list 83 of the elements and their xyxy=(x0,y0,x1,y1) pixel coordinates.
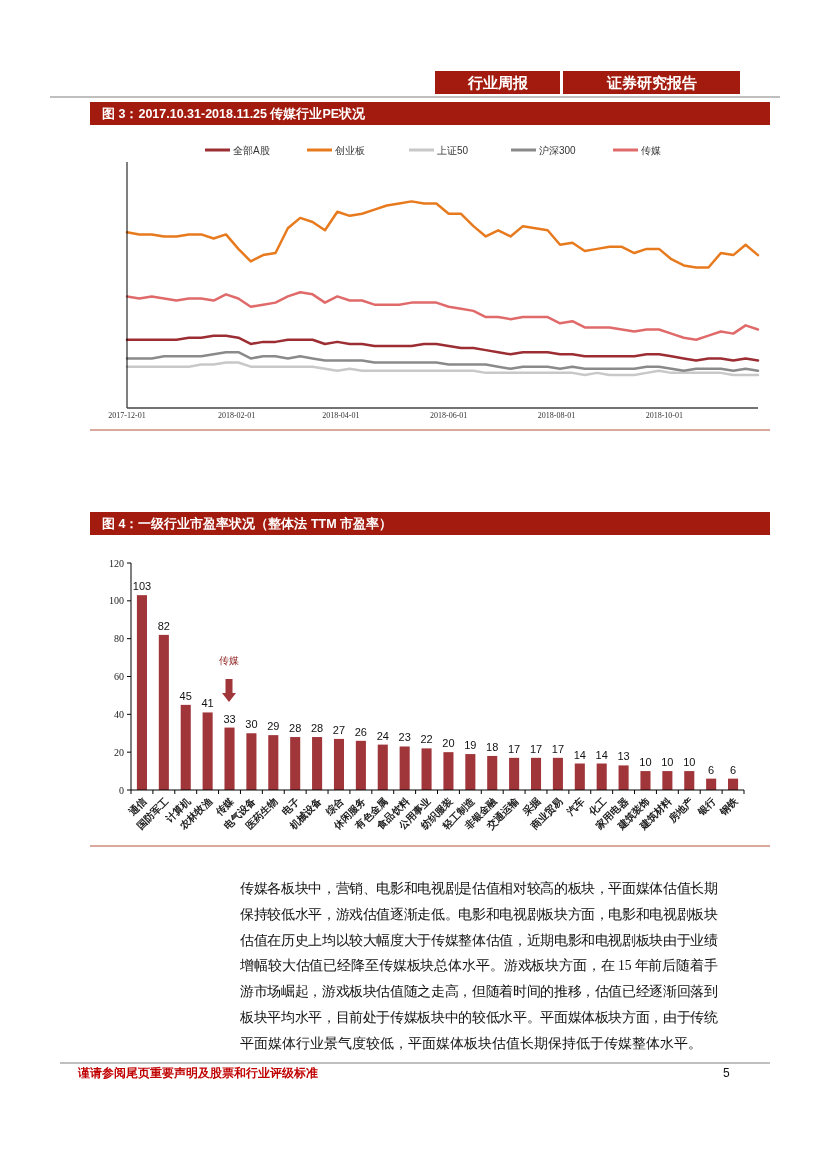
x-tick-label: 2017-12-01 xyxy=(108,411,146,420)
x-tick-label: 2018-06-01 xyxy=(430,411,468,420)
data-label: 41 xyxy=(201,697,214,710)
bar xyxy=(487,755,498,790)
bar xyxy=(246,733,257,790)
x-tick-label: 2018-08-01 xyxy=(537,411,576,420)
legend-label: 传媒 xyxy=(641,144,661,156)
data-label: 82 xyxy=(157,619,170,632)
bar xyxy=(552,757,563,790)
bar xyxy=(224,727,235,790)
data-label: 6 xyxy=(708,763,715,776)
data-label: 29 xyxy=(267,720,280,733)
x-tick-label: 钢铁 xyxy=(716,794,741,819)
bar xyxy=(180,704,191,790)
x-tick-label: 2018-04-01 xyxy=(322,411,360,420)
text: 5 xyxy=(723,1066,730,1080)
data-label: 26 xyxy=(354,725,367,738)
x-tick-label: 2018-10-01 xyxy=(645,411,683,420)
chart-title: 图 4：一级行业市盈率状况（整体法 TTM 市盈率） xyxy=(102,516,393,531)
data-label: 30 xyxy=(245,718,258,731)
text: 行业周报 xyxy=(466,75,529,91)
data-label: 23 xyxy=(398,731,411,744)
bar xyxy=(421,748,432,790)
bar xyxy=(290,737,301,790)
bar xyxy=(158,634,169,790)
bar xyxy=(530,757,542,790)
data-label: 17 xyxy=(529,742,543,755)
bar xyxy=(312,737,323,790)
y-tick-label: 20 xyxy=(114,746,124,758)
legend-label: 上证50 xyxy=(437,144,469,156)
text: 传媒各板块中，营销、电影和电视剧是估值相对较高的板块，平面媒体估值长期保持较低水平，游戏估值逐渐走低。电影和电视剧板块方面，电影和电视剧板块估值在历史上均以较大幅度大于传媒整体估值，近期电影和电视剧板块由于业绩增幅较大估值已经降至传媒板块总体水平。游戏板块方面，在 15 年前后随着手游市场崛起，游戏板块估值随之走高，但随着时间的推移，估值已经逐渐回落到板块平均水平，目前处于传媒板块中的较低水平。平面媒体板块方面，由于传统平面媒体行业景气度较低，平面媒体板块估值长期保持低于传媒整体水平。 xyxy=(239,881,718,1051)
data-label: 33 xyxy=(223,712,236,725)
bar xyxy=(268,735,279,790)
text: 证券研究报告 xyxy=(605,74,697,91)
y-tick-label: 120 xyxy=(109,557,124,569)
legend-label: 沪深300 xyxy=(539,144,577,156)
data-label: 28 xyxy=(289,722,302,735)
data-label: 103 xyxy=(132,580,152,593)
y-tick-label: 60 xyxy=(114,671,124,682)
y-tick-label: 100 xyxy=(109,595,124,607)
bar xyxy=(574,763,585,790)
text: 谨请参阅尾页重要声明及股票和行业评级标准 xyxy=(77,1066,318,1080)
data-label: 14 xyxy=(595,748,608,761)
data-label: 6 xyxy=(729,763,737,776)
bar xyxy=(136,595,147,790)
data-label: 28 xyxy=(310,722,324,735)
data-label: 20 xyxy=(442,737,455,750)
data-label: 10 xyxy=(683,756,696,769)
data-label: 10 xyxy=(639,756,652,769)
legend-label: 创业板 xyxy=(335,144,365,156)
data-label: 13 xyxy=(617,750,630,763)
bar xyxy=(684,771,695,790)
y-tick-label: 0 xyxy=(119,784,124,796)
y-tick-label: 80 xyxy=(114,633,124,645)
bar xyxy=(443,752,454,790)
data-label: 27 xyxy=(332,723,346,736)
annotation: 传媒 xyxy=(219,655,239,666)
bar xyxy=(465,754,476,790)
data-label: 22 xyxy=(420,733,433,746)
bar xyxy=(399,746,410,790)
chart-title: 图 3：2017.10.31-2018.11.25 传媒行业PE状况 xyxy=(102,107,367,121)
legend-label: 全部A股 xyxy=(233,144,270,156)
bar xyxy=(333,738,345,790)
bar xyxy=(640,771,651,790)
data-label: 17 xyxy=(508,742,521,755)
x-tick-label: 2018-02-01 xyxy=(217,411,256,420)
bar xyxy=(202,712,213,790)
bar xyxy=(377,744,388,790)
data-label: 18 xyxy=(486,740,499,753)
data-label: 17 xyxy=(551,742,565,755)
bar xyxy=(662,771,673,790)
bar xyxy=(596,763,607,790)
bar xyxy=(509,757,520,790)
data-label: 45 xyxy=(179,689,192,702)
data-label: 24 xyxy=(376,729,389,742)
x-tick-label: 汽车 xyxy=(563,795,587,819)
data-label: 19 xyxy=(464,739,477,752)
bar xyxy=(355,740,366,790)
data-label: 14 xyxy=(573,748,586,761)
data-label: 10 xyxy=(661,756,674,769)
y-tick-label: 40 xyxy=(114,708,124,720)
bar xyxy=(618,765,629,790)
x-tick-label: 银行 xyxy=(694,795,718,819)
